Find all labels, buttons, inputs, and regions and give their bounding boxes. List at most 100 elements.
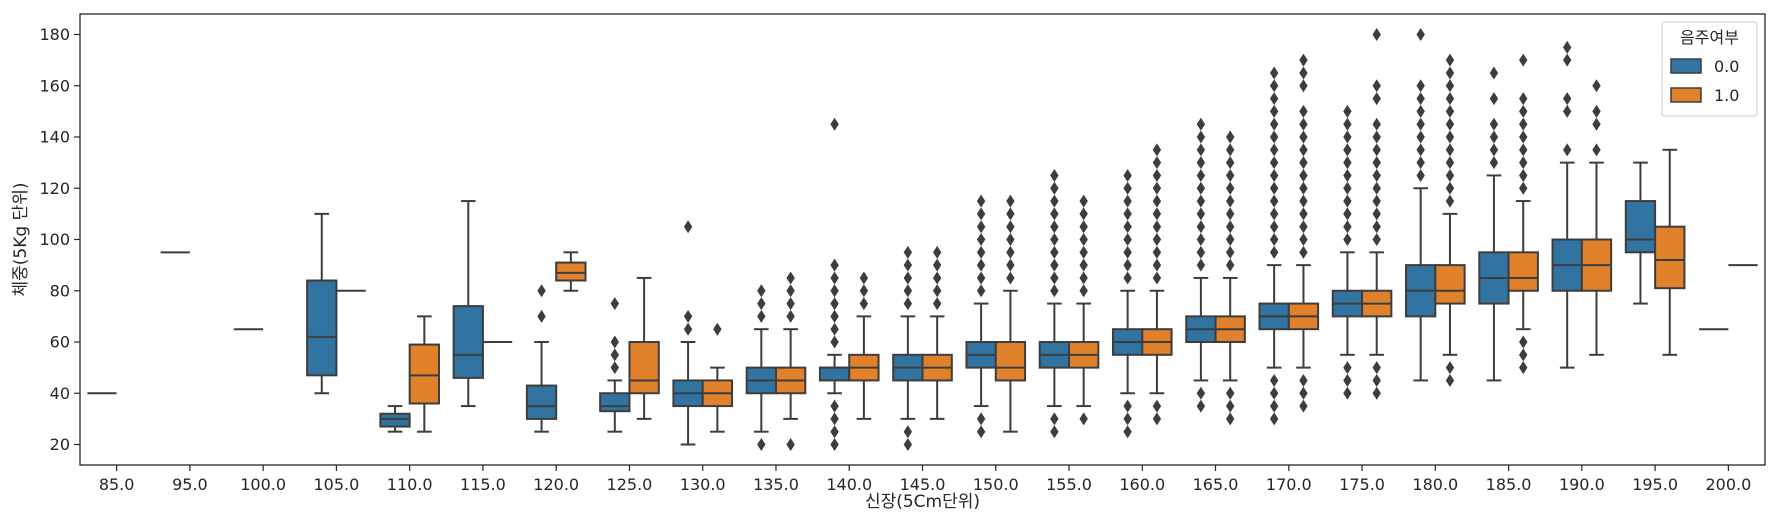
outlier-point [1299, 181, 1308, 195]
outlier-point [1445, 156, 1455, 170]
outlier-point [1196, 130, 1206, 144]
x-axis-ticks: 85.0 95.0 100.0 105.0 110.0 115.0 120.0 125.0 13… [99, 465, 1751, 494]
x-tick-label: 190.0 [1559, 475, 1605, 494]
box-iqr [994, 341, 1027, 382]
outlier-point [1269, 399, 1279, 413]
outlier-point [1225, 258, 1235, 272]
outlier-point [1152, 143, 1162, 157]
x-tick-label: 85.0 [99, 475, 135, 494]
outlier-point [1269, 117, 1279, 131]
box-iqr [452, 305, 484, 379]
outlier-point [859, 284, 869, 298]
outlier-point [757, 309, 766, 323]
outlier-point [1372, 79, 1381, 93]
outlier-point [1225, 386, 1235, 400]
outlier-point [1519, 117, 1528, 131]
outlier-point [1269, 412, 1279, 426]
x-tick-label: 140.0 [826, 475, 872, 494]
outlier-point [1225, 168, 1235, 182]
outlier-point [1152, 245, 1162, 259]
box-iqr [599, 392, 631, 413]
outlier-point [1269, 373, 1279, 387]
outlier-point [1519, 361, 1528, 375]
legend-entry-label: 0.0 [1714, 57, 1739, 76]
outlier-point [932, 245, 942, 259]
outlier-point [1225, 143, 1235, 157]
outlier-point [1299, 66, 1308, 80]
outlier-point [1445, 79, 1455, 93]
outlier-point [1123, 194, 1132, 208]
outlier-point [1123, 220, 1132, 234]
outlier-point [610, 297, 620, 311]
outlier-point [1123, 181, 1132, 195]
outlier-point [1445, 143, 1455, 157]
outlier-point [903, 297, 913, 311]
outlier-point [1152, 271, 1162, 285]
outlier-point [1123, 425, 1132, 439]
outlier-point [1152, 258, 1162, 272]
x-tick-label: 150.0 [973, 475, 1019, 494]
outlier-point [1196, 258, 1206, 272]
x-axis-label: 신장(5Cm단위) [865, 492, 980, 512]
outlier-point [1592, 143, 1601, 157]
outlier-point [1196, 194, 1206, 208]
legend-entries: 0.0 1.0 [1670, 57, 1739, 105]
outlier-point [757, 438, 766, 451]
x-tick-label: 155.0 [1046, 475, 1092, 494]
legend-swatch [1670, 87, 1702, 103]
outlier-point [1269, 386, 1279, 400]
x-tick-label: 175.0 [1339, 475, 1385, 494]
outlier-point [1416, 104, 1425, 118]
box-group [1361, 28, 1393, 400]
outlier-point [786, 438, 795, 451]
y-tick-label: 180 [39, 25, 70, 44]
box-iqr [628, 341, 660, 395]
outlier-point [1445, 92, 1455, 106]
outlier-point [1079, 245, 1088, 259]
outlier-point [786, 271, 795, 285]
outlier-point [1079, 271, 1088, 285]
outlier-point [1269, 79, 1279, 93]
outlier-point [1372, 117, 1381, 131]
outlier-point [1196, 117, 1206, 131]
y-tick-label: 140 [39, 128, 70, 147]
outlier-point [830, 297, 839, 311]
outlier-point [1299, 104, 1308, 118]
outlier-point [1519, 53, 1528, 67]
outlier-point [1225, 399, 1235, 413]
outlier-point [1079, 412, 1088, 426]
outlier-point [1592, 104, 1601, 118]
outlier-point [1416, 168, 1425, 182]
outlier-point [1269, 194, 1279, 208]
outlier-point [1269, 92, 1279, 106]
x-tick-label: 95.0 [172, 475, 208, 494]
outlier-point [683, 309, 693, 323]
outlier-point [976, 207, 986, 221]
outlier-point [1372, 373, 1381, 387]
box-group [745, 284, 777, 451]
outlier-point [1225, 130, 1235, 144]
outlier-point [1343, 373, 1352, 387]
box-group [628, 276, 660, 420]
outlier-point [1269, 233, 1279, 246]
box-group [965, 194, 997, 439]
outlier-point [1416, 117, 1425, 131]
x-tick-label: 180.0 [1412, 475, 1458, 494]
outlier-point [1006, 233, 1015, 246]
outlier-point [1343, 207, 1352, 221]
outlier-point [1445, 53, 1455, 67]
outlier-point [1050, 271, 1059, 285]
outlier-point [1416, 28, 1425, 41]
box-group [774, 271, 807, 451]
outlier-point [1519, 335, 1528, 349]
outlier-point [1372, 143, 1381, 157]
outlier-point [1299, 207, 1308, 221]
outlier-point [830, 322, 839, 336]
outlier-point [976, 425, 986, 439]
outlier-point [1269, 181, 1279, 195]
box-iqr [1624, 200, 1657, 254]
outlier-point [1445, 194, 1455, 208]
outlier-point [1123, 233, 1132, 246]
outlier-point [1123, 399, 1132, 413]
